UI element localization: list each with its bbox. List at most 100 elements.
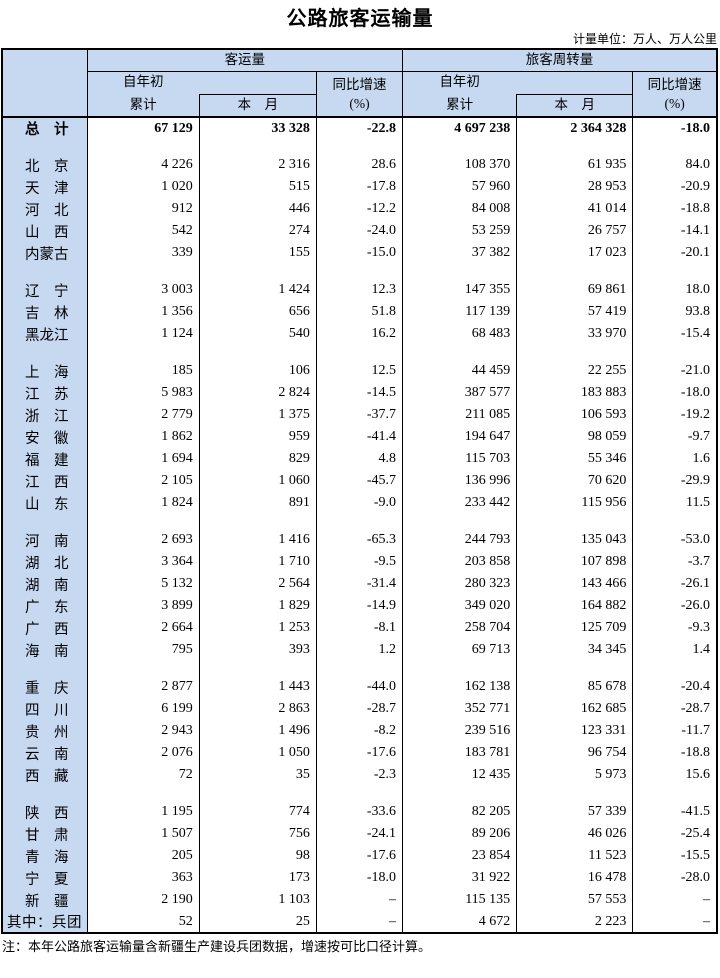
value-cell: 183 883 — [516, 382, 633, 405]
separator-cell — [315, 345, 403, 361]
value-cell: 540 — [198, 323, 317, 346]
value-cell: 274 — [198, 220, 317, 243]
value-cell: 2 564 — [198, 573, 317, 596]
value-cell: 11.5 — [632, 492, 717, 515]
value-cell: -45.7 — [315, 470, 403, 493]
value-cell: 106 593 — [516, 404, 633, 427]
value-cell: 2 863 — [198, 698, 317, 721]
value-cell: 16 478 — [516, 867, 633, 890]
value-cell: 28 953 — [516, 176, 633, 199]
value-cell: -37.7 — [315, 404, 403, 427]
value-cell: 1 694 — [86, 448, 200, 471]
value-cell: 12 435 — [402, 764, 517, 787]
value-cell: 185 — [86, 360, 200, 383]
value-cell: 203 858 — [402, 551, 517, 574]
row-label: 宁 夏 — [2, 867, 88, 890]
separator-cell — [632, 264, 717, 280]
value-cell: -18.0 — [315, 867, 403, 890]
row-label: 天 津 — [2, 176, 88, 199]
separator-label-cell — [2, 139, 88, 155]
value-cell: 1 050 — [198, 742, 317, 765]
value-cell: 1 824 — [86, 492, 200, 515]
separator-cell — [86, 139, 200, 155]
value-cell: 44 459 — [402, 360, 517, 383]
value-cell: 23 854 — [402, 845, 517, 868]
value-cell: 6 199 — [86, 698, 200, 721]
value-cell: 162 138 — [402, 676, 517, 699]
value-cell: 233 442 — [402, 492, 517, 515]
value-cell: 1 195 — [86, 801, 200, 824]
value-cell: -9.3 — [632, 617, 717, 640]
value-cell: 829 — [198, 448, 317, 471]
header-row-sub-bottom: 累计 本 月 累计 本 月 — [2, 93, 717, 118]
separator-cell — [315, 139, 403, 155]
value-cell: 656 — [198, 301, 317, 324]
value-cell: -24.0 — [315, 220, 403, 243]
row-label: 福 建 — [2, 448, 88, 471]
value-cell: 1 416 — [198, 529, 317, 552]
header-row-groups: 客运量 旅客周转量 — [2, 49, 717, 118]
separator-cell — [516, 139, 633, 155]
corner-cell — [2, 49, 88, 118]
value-cell: 55 346 — [516, 448, 633, 471]
value-cell: -11.7 — [632, 720, 717, 743]
value-cell: 69 861 — [516, 279, 633, 302]
value-cell: 5 132 — [86, 573, 200, 596]
value-cell: 22 255 — [516, 360, 633, 383]
table-row: 上 海 185 106 12.5 44 459 22 255 -21.0 — [2, 360, 717, 383]
subheader-cumulative-bottom-turnover: 累计 — [402, 94, 517, 118]
row-label: 重 庆 — [2, 676, 88, 699]
value-cell: 1 253 — [198, 617, 317, 640]
value-cell: -9.0 — [315, 492, 403, 515]
separator-cell — [198, 345, 317, 361]
separator-cell — [402, 786, 517, 802]
value-cell: – — [632, 889, 717, 912]
value-cell: 17 023 — [516, 242, 633, 265]
row-label: 陕 西 — [2, 801, 88, 824]
separator-label-cell — [2, 786, 88, 802]
value-cell: -8.1 — [315, 617, 403, 640]
value-cell: -12.2 — [315, 198, 403, 221]
value-cell: 57 339 — [516, 801, 633, 824]
value-cell: -18.0 — [632, 382, 717, 405]
value-cell: 68 483 — [402, 323, 517, 346]
value-cell: -20.9 — [632, 176, 717, 199]
value-cell: -28.7 — [632, 698, 717, 721]
row-label: 山 西 — [2, 220, 88, 243]
value-cell: 136 996 — [402, 470, 517, 493]
value-cell: 164 882 — [516, 595, 633, 618]
value-cell: 959 — [198, 426, 317, 449]
separator-cell — [315, 786, 403, 802]
value-cell: 15.6 — [632, 764, 717, 787]
row-label: 山 东 — [2, 492, 88, 515]
value-cell: 2 105 — [86, 470, 200, 493]
value-cell: 115 703 — [402, 448, 517, 471]
row-label: 湖 南 — [2, 573, 88, 596]
value-cell: -31.4 — [315, 573, 403, 596]
separator-label-cell — [2, 264, 88, 280]
value-cell: 84 008 — [402, 198, 517, 221]
separator-cell — [402, 139, 517, 155]
value-cell: -26.0 — [632, 595, 717, 618]
subheader-cumulative-bottom-volume: 累计 — [86, 94, 200, 118]
value-cell: -65.3 — [315, 529, 403, 552]
value-cell: – — [315, 889, 403, 912]
value-cell: 37 382 — [402, 242, 517, 265]
value-cell: -20.4 — [632, 676, 717, 699]
value-cell: 363 — [86, 867, 200, 890]
value-cell: 96 754 — [516, 742, 633, 765]
value-cell: -14.1 — [632, 220, 717, 243]
value-cell: -15.0 — [315, 242, 403, 265]
value-cell: 108 370 — [402, 154, 517, 177]
value-cell: -3.7 — [632, 551, 717, 574]
separator-cell — [198, 514, 317, 530]
value-cell: 542 — [86, 220, 200, 243]
subheader-month-turnover: 本 月 — [516, 93, 633, 118]
